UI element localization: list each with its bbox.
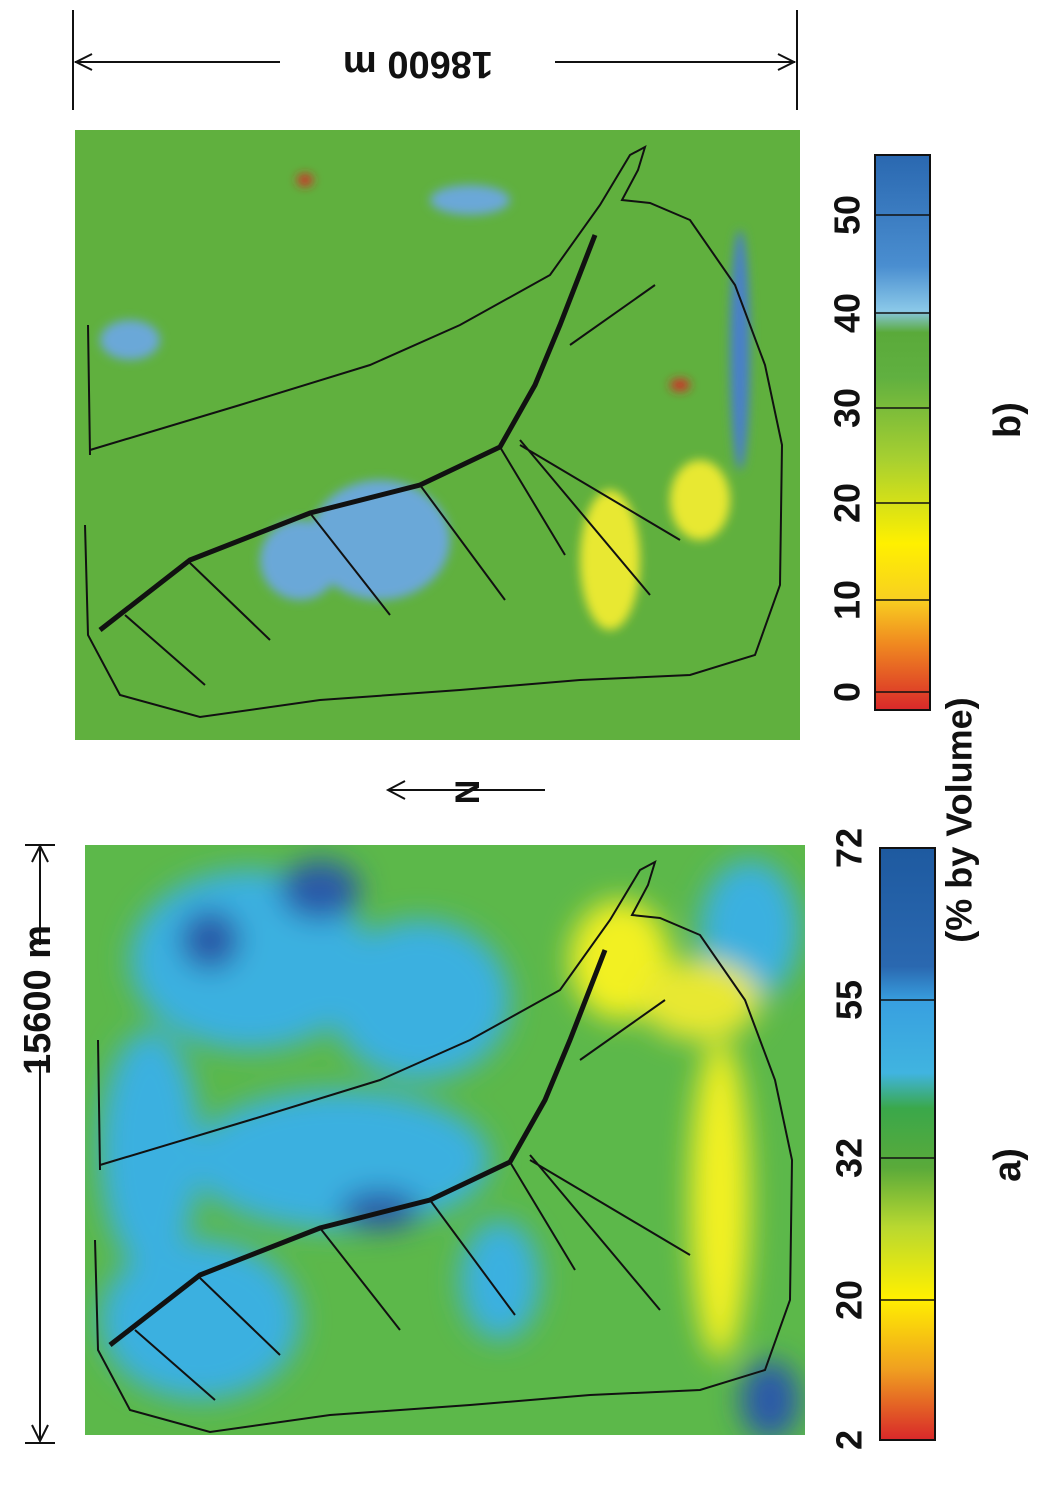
north-label: N xyxy=(449,780,487,805)
colorbar-tick-label: 50 xyxy=(827,195,868,235)
scale-label: 18600 m xyxy=(343,43,493,85)
panel-label: a) xyxy=(987,1148,1029,1182)
scale-label: 15600 m xyxy=(17,925,59,1075)
colorbar-b xyxy=(875,155,930,710)
map-b xyxy=(75,130,800,740)
colorbar-a xyxy=(880,848,935,1440)
colorbar-tick-label: 40 xyxy=(827,293,868,333)
colorbar-tick-label: 55 xyxy=(829,980,870,1020)
panel-label: b) xyxy=(987,402,1029,438)
colorbar-tick-label: 10 xyxy=(827,580,868,620)
units-label: (% by Volume) xyxy=(939,697,980,942)
colorbar-tick-label: 72 xyxy=(829,828,870,868)
map-a xyxy=(85,845,805,1440)
colorbar-tick-label: 30 xyxy=(827,388,868,428)
colorbar-tick-label: 2 xyxy=(829,1430,870,1450)
colorbar-tick-label: 20 xyxy=(829,1280,870,1320)
colorbar-tick-label: 0 xyxy=(827,682,868,702)
colorbar-tick-label: 20 xyxy=(827,483,868,523)
figure: 15600 m 18600 m N a) b) (% by Volume) 2 2… xyxy=(0,0,1059,1496)
colorbar-tick-label: 32 xyxy=(829,1138,870,1178)
